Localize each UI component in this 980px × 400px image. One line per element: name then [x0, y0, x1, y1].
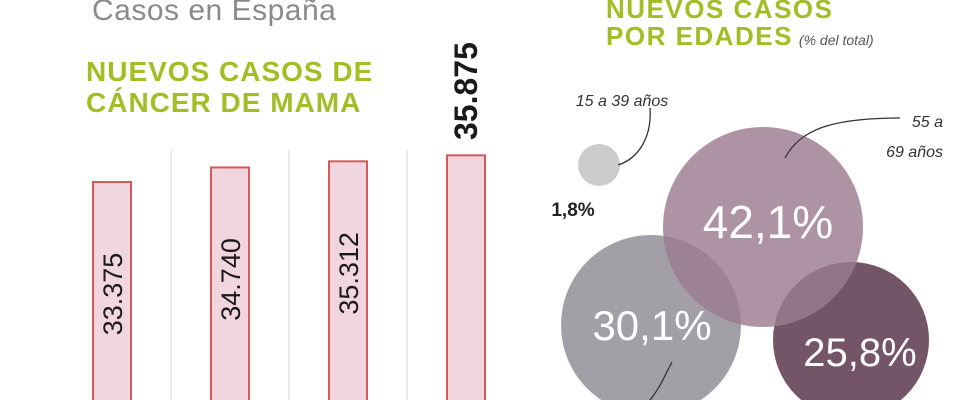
bubble-category-label: 15 a 39 años [576, 93, 669, 110]
bar-chart: 33.375 34.740 35.312 35.875 [92, 42, 486, 400]
bar-value-label: 35.312 [334, 232, 364, 315]
bubble-chart-title-line2: POR EDADES (% del total) [606, 23, 874, 54]
bar-value-label: 33.375 [98, 253, 128, 336]
bubble-value-label: 30,1% [592, 302, 711, 349]
bubble-value-label: 1,8% [551, 200, 594, 221]
bubble-chart-title-line2-text: POR EDADES [606, 21, 793, 51]
bubble-value-label: 25,8% [803, 331, 916, 375]
bubble-leader-line [784, 117, 901, 159]
bar-value-label: 35.875 [448, 42, 484, 140]
bubble-chart-title-note: (% del total) [798, 32, 874, 48]
bar-chart-title: NUEVOS CASOS DE CÁNCER DE MAMA [86, 56, 373, 118]
bubble [663, 127, 863, 327]
bubble-value-label: 42,1% [703, 196, 833, 248]
bar-value-label: 34.740 [216, 238, 246, 321]
chart-subtitle: Casos en España [92, 0, 337, 27]
bar [328, 160, 368, 400]
bubble-chart-title-line1: NUEVOS CASOS [606, 0, 834, 24]
bar-chart-title-line2: CÁNCER DE MAMA [86, 87, 362, 118]
bar [210, 166, 250, 400]
bubble-chart-title: NUEVOS CASOS POR EDADES (% del total) [606, 0, 874, 54]
bubble-leader-line [649, 361, 673, 400]
bar [446, 154, 486, 400]
bar-chart-title-line1: NUEVOS CASOS DE [86, 56, 374, 87]
bubble-leader-line [617, 107, 651, 166]
bubble [578, 144, 620, 186]
bubble-category-label: 55 a 69 años [886, 114, 943, 161]
bar [92, 181, 132, 400]
